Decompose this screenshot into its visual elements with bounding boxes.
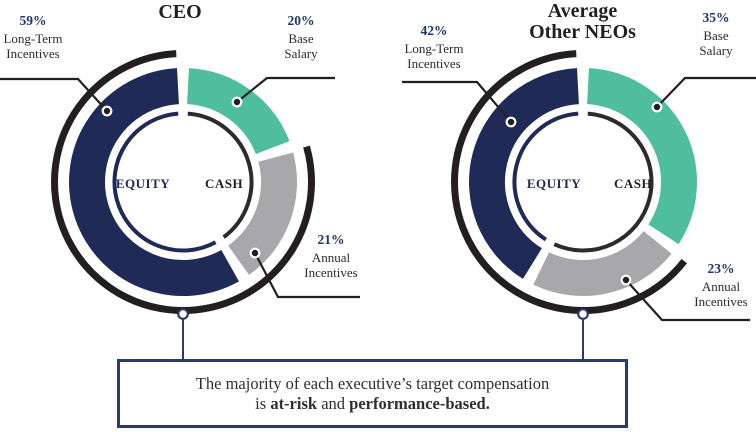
neo-annual-incentives-label: 23% Annual Incentives: [684, 261, 756, 309]
label-line: Annual: [701, 279, 741, 294]
neo-segment-long-term-incentives: [469, 68, 580, 279]
neo-chart-title: Average Other NEOs: [500, 1, 665, 43]
chart-title-line: Other NEOs: [529, 21, 636, 43]
label-line: Long-Term: [3, 31, 63, 46]
summary-text: is: [255, 393, 271, 413]
label-line: Incentives: [6, 46, 60, 61]
label-line: Base: [703, 28, 729, 43]
pct-value: 20%: [287, 13, 315, 28]
ceo-annual-incentives-label: 21% Annual Incentives: [295, 232, 367, 280]
ceo-callout-dot-long-term-incentives: [101, 105, 113, 117]
neo-callout-line-annual-incentives: [625, 279, 750, 322]
ceo-callout-dot-base-salary: [231, 96, 243, 108]
pct-value: 23%: [707, 261, 735, 276]
neo-segment-base-salary: [586, 68, 697, 245]
neo-cash-label: CASH: [613, 176, 653, 191]
ceo-segment-long-term-incentives: [69, 68, 239, 296]
ceo-cash-label: CASH: [204, 176, 244, 191]
neo-callout-line-long-term-incentives: [402, 80, 512, 123]
pct-value: 21%: [317, 232, 345, 247]
neo-equity-label: EQUITY: [526, 176, 582, 191]
ceo-callout-line-annual-incentives: [254, 252, 360, 299]
ceo-inner-cash-arc: [187, 111, 254, 239]
pct-value: 59%: [19, 13, 47, 28]
neo-callout-dot-base-salary: [651, 101, 663, 113]
summary-bold-performance-based: performance-based.: [349, 393, 490, 413]
label-line: Incentives: [407, 56, 461, 71]
ceo-inner-equity-arc: [112, 111, 217, 253]
neo-callout-dot-annual-incentives: [620, 274, 632, 286]
ceo-callout-line-long-term-incentives: [0, 77, 108, 112]
pct-value: 35%: [702, 10, 730, 25]
neo-base-salary-label: 35% Base Salary: [681, 10, 751, 58]
ceo-callout-dot-annual-incentives: [249, 247, 261, 259]
label-line: Long-Term: [404, 41, 464, 56]
label-line: Incentives: [694, 294, 748, 309]
label-line: Annual: [311, 250, 351, 265]
summary-text: and: [317, 393, 350, 413]
ceo-connector-circle: [177, 308, 189, 320]
label-line: Salary: [284, 46, 318, 61]
ceo-segment-annual-incentives: [227, 152, 297, 275]
pct-value: 42%: [420, 23, 448, 38]
label-line: Incentives: [304, 265, 358, 280]
ceo-callout-line-base-salary: [236, 76, 335, 103]
neo-inner-cash-arc: [553, 111, 654, 253]
chart-title-line: Average: [547, 0, 618, 22]
neo-long-term-incentives-label: 42% Long-Term Incentives: [397, 23, 471, 71]
summary-line-1: The majority of each executive’s target …: [195, 373, 550, 393]
label-line: Salary: [699, 43, 733, 58]
ceo-long-term-incentives-label: 59% Long-Term Incentives: [0, 13, 68, 61]
chart-title-line: CEO: [158, 1, 202, 23]
label-line: Base: [288, 31, 314, 46]
ceo-equity-label: EQUITY: [115, 176, 171, 191]
ceo-chart-title: CEO: [110, 2, 250, 23]
neo-connector-circle: [577, 308, 589, 320]
summary-line-2: is at-risk and performance-based.: [255, 394, 490, 414]
neo-at-risk-arc: [451, 50, 688, 314]
ceo-base-salary-label: 20% Base Salary: [267, 13, 335, 61]
neo-segment-annual-incentives: [533, 230, 672, 296]
neo-callout-dot-long-term-incentives: [505, 116, 517, 128]
neo-callout-line-base-salary: [656, 76, 756, 108]
summary-box: The majority of each executive’s target …: [117, 359, 628, 428]
summary-bold-at-risk: at-risk: [270, 393, 318, 413]
ceo-at-risk-arc: [51, 50, 315, 314]
neo-inner-equity-arc: [512, 111, 579, 242]
